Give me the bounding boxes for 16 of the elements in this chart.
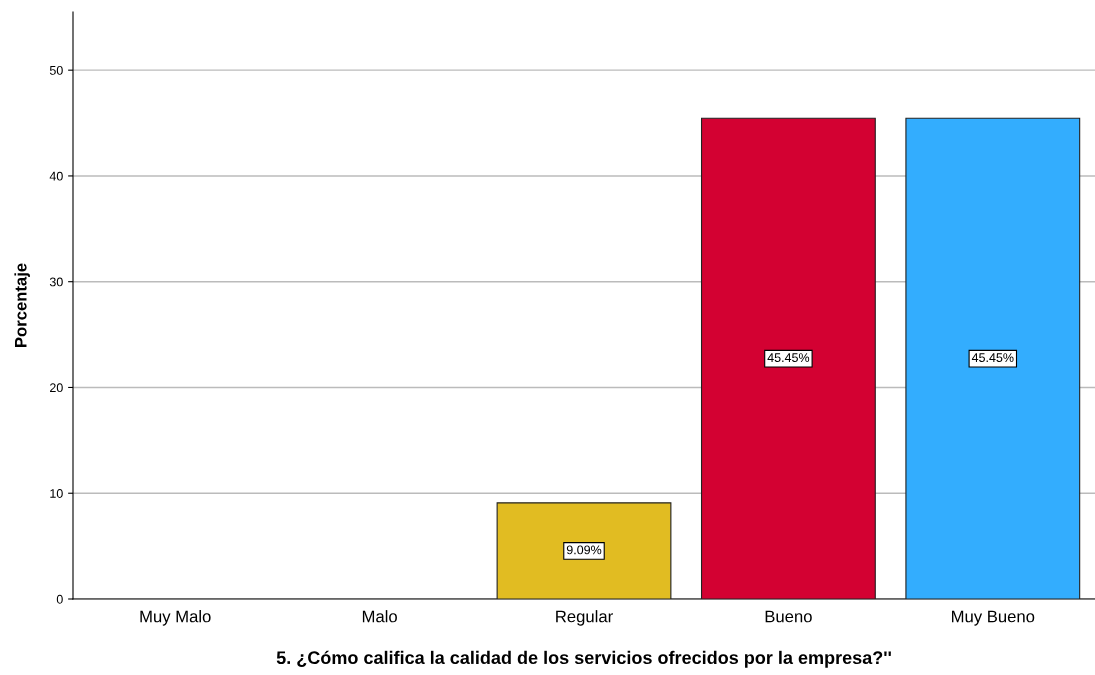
x-axis-title: 5. ¿Cómo califica la calidad de los servicios ofrecidos por la empresa?'' <box>276 650 891 668</box>
y-tick-label: 20 <box>50 383 63 393</box>
x-tick-label: Regular <box>556 610 613 626</box>
x-tick-label: Malo <box>362 610 397 623</box>
y-tick-label: 0 <box>56 594 63 604</box>
y-tick-label: 30 <box>49 277 63 287</box>
y-tick-label: 50 <box>49 65 63 75</box>
data-label: 45.45% <box>971 353 1014 362</box>
data-label: 9.09% <box>566 545 602 555</box>
y-tick-label: 40 <box>49 171 63 181</box>
y-axis-title: Porcentaje <box>14 263 30 347</box>
x-tick-label: Muy Bueno <box>952 610 1035 626</box>
x-tick-label: Bueno <box>765 610 812 623</box>
x-tick-label: Muy Malo <box>140 610 211 626</box>
data-label: 45.45% <box>767 353 810 362</box>
y-tick-label: 10 <box>50 489 63 498</box>
